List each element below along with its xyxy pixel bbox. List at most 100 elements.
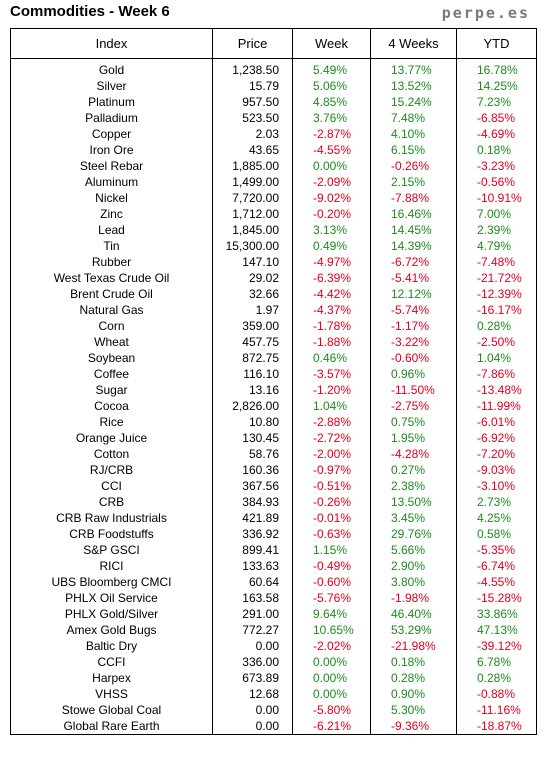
table-row: Sugar 13.16 -1.20% -11.50% -13.48% [10, 382, 537, 398]
four-weeks-cell: 2.15% [370, 174, 457, 190]
index-cell: Silver [10, 78, 213, 94]
ytd-cell: 16.78% [456, 58, 537, 78]
week-cell: 0.00% [292, 686, 371, 702]
ytd-cell: -3.23% [456, 158, 537, 174]
ytd-cell: -11.99% [456, 398, 537, 414]
four-weeks-cell: -21.98% [370, 638, 457, 654]
four-weeks-cell: 0.28% [370, 670, 457, 686]
four-weeks-cell: 3.45% [370, 510, 457, 526]
four-weeks-cell: 0.90% [370, 686, 457, 702]
column-header-price: Price [212, 28, 293, 59]
table-body: Gold 1,238.50 5.49% 13.77% 16.78% Silver 15.79… [10, 58, 537, 735]
price-cell: 336.00 [212, 654, 293, 670]
ytd-cell: 7.23% [456, 94, 537, 110]
four-weeks-cell: 13.77% [370, 58, 457, 78]
table-row: Stowe Global Coal 0.00 -5.80% 5.30% -11.16% [10, 702, 537, 718]
week-cell: -4.42% [292, 286, 371, 302]
price-cell: 359.00 [212, 318, 293, 334]
price-cell: 133.63 [212, 558, 293, 574]
week-cell: -0.60% [292, 574, 371, 590]
week-cell: -1.78% [292, 318, 371, 334]
price-cell: 29.02 [212, 270, 293, 286]
ytd-cell: -15.28% [456, 590, 537, 606]
four-weeks-cell: 12.12% [370, 286, 457, 302]
week-cell: 9.64% [292, 606, 371, 622]
price-cell: 12.68 [212, 686, 293, 702]
index-cell: CCFI [10, 654, 213, 670]
four-weeks-cell: 53.29% [370, 622, 457, 638]
price-cell: 32.66 [212, 286, 293, 302]
ytd-cell: -7.20% [456, 446, 537, 462]
table-row: Rubber 147.10 -4.97% -6.72% -7.48% [10, 254, 537, 270]
week-cell: -6.39% [292, 270, 371, 286]
price-cell: 116.10 [212, 366, 293, 382]
index-cell: Palladium [10, 110, 213, 126]
index-cell: Brent Crude Oil [10, 286, 213, 302]
index-cell: Corn [10, 318, 213, 334]
week-cell: -4.55% [292, 142, 371, 158]
four-weeks-cell: 15.24% [370, 94, 457, 110]
index-cell: Zinc [10, 206, 213, 222]
table-row: Palladium 523.50 3.76% 7.48% -6.85% [10, 110, 537, 126]
price-cell: 0.00 [212, 718, 293, 735]
four-weeks-cell: 0.27% [370, 462, 457, 478]
table-row: Wheat 457.75 -1.88% -3.22% -2.50% [10, 334, 537, 350]
index-cell: Orange Juice [10, 430, 213, 446]
four-weeks-cell: -11.50% [370, 382, 457, 398]
week-cell: -0.97% [292, 462, 371, 478]
price-cell: 384.93 [212, 494, 293, 510]
page-title: Commodities - Week 6 [10, 3, 170, 20]
table-row: PHLX Gold/Silver 291.00 9.64% 46.40% 33.86% [10, 606, 537, 622]
ytd-cell: 0.58% [456, 526, 537, 542]
four-weeks-cell: 4.10% [370, 126, 457, 142]
week-cell: 1.15% [292, 542, 371, 558]
index-cell: West Texas Crude Oil [10, 270, 213, 286]
index-cell: UBS Bloomberg CMCI [10, 574, 213, 590]
week-cell: -2.02% [292, 638, 371, 654]
four-weeks-cell: -3.22% [370, 334, 457, 350]
ytd-cell: -12.39% [456, 286, 537, 302]
price-cell: 899.41 [212, 542, 293, 558]
column-header-4-weeks: 4 Weeks [370, 28, 457, 59]
week-cell: -5.80% [292, 702, 371, 718]
week-cell: 5.06% [292, 78, 371, 94]
index-cell: Coffee [10, 366, 213, 382]
four-weeks-cell: 14.39% [370, 238, 457, 254]
table-row: RICI 133.63 -0.49% 2.90% -6.74% [10, 558, 537, 574]
week-cell: 0.00% [292, 670, 371, 686]
table-row: Amex Gold Bugs 772.27 10.65% 53.29% 47.13% [10, 622, 537, 638]
price-cell: 60.64 [212, 574, 293, 590]
week-cell: 3.76% [292, 110, 371, 126]
index-cell: CRB Raw Industrials [10, 510, 213, 526]
ytd-cell: 7.00% [456, 206, 537, 222]
index-cell: Rubber [10, 254, 213, 270]
ytd-cell: 2.39% [456, 222, 537, 238]
index-cell: Lead [10, 222, 213, 238]
index-cell: Sugar [10, 382, 213, 398]
price-cell: 15,300.00 [212, 238, 293, 254]
ytd-cell: 0.28% [456, 318, 537, 334]
four-weeks-cell: -4.28% [370, 446, 457, 462]
four-weeks-cell: -5.41% [370, 270, 457, 286]
index-cell: Aluminum [10, 174, 213, 190]
index-cell: S&P GSCI [10, 542, 213, 558]
index-cell: VHSS [10, 686, 213, 702]
week-cell: -5.76% [292, 590, 371, 606]
ytd-cell: 0.18% [456, 142, 537, 158]
price-cell: 1.97 [212, 302, 293, 318]
index-cell: PHLX Gold/Silver [10, 606, 213, 622]
table-row: Rice 10.80 -2.88% 0.75% -6.01% [10, 414, 537, 430]
ytd-cell: -7.48% [456, 254, 537, 270]
price-cell: 147.10 [212, 254, 293, 270]
price-cell: 15.79 [212, 78, 293, 94]
ytd-cell: -5.35% [456, 542, 537, 558]
index-cell: Cotton [10, 446, 213, 462]
four-weeks-cell: 2.90% [370, 558, 457, 574]
index-cell: Tin [10, 238, 213, 254]
ytd-cell: -4.55% [456, 574, 537, 590]
four-weeks-cell: -0.26% [370, 158, 457, 174]
four-weeks-cell: -1.98% [370, 590, 457, 606]
table-row: Harpex 673.89 0.00% 0.28% 0.28% [10, 670, 537, 686]
ytd-cell: -6.92% [456, 430, 537, 446]
price-cell: 336.92 [212, 526, 293, 542]
